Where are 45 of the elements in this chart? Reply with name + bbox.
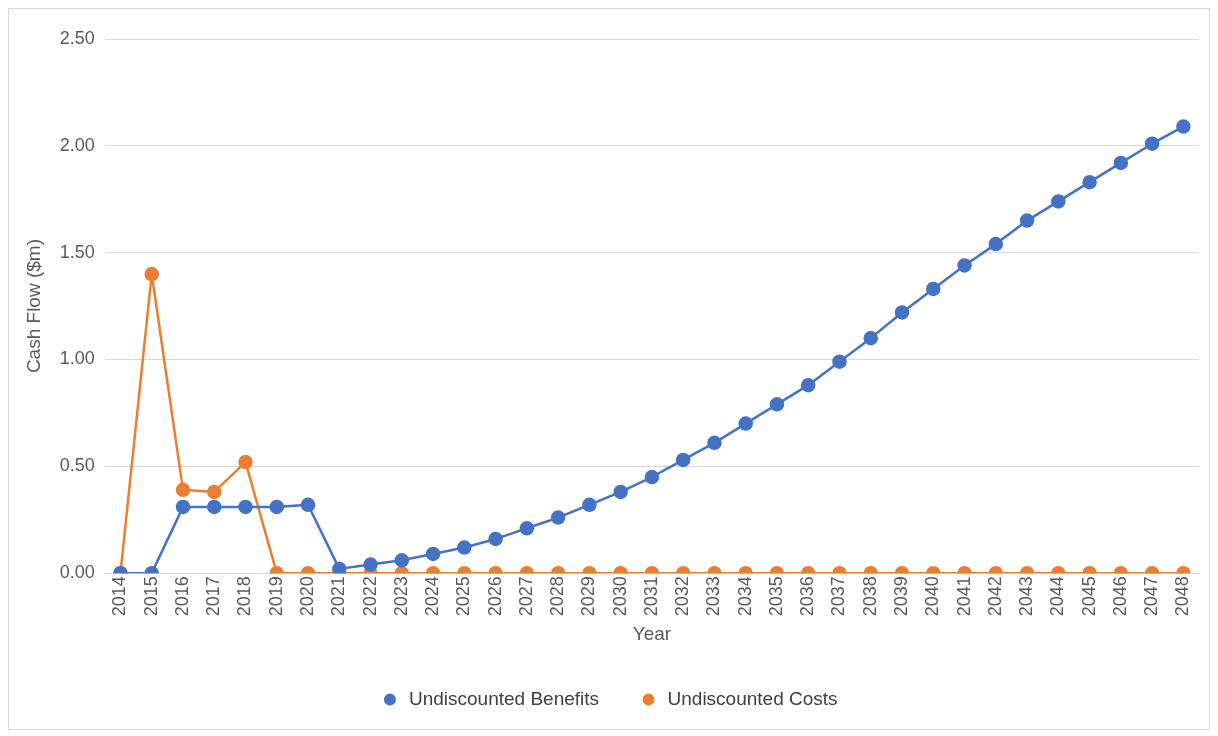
legend-label: Undiscounted Costs [667, 687, 838, 709]
x-tick-label: 2045 [1078, 576, 1099, 617]
x-tick-label: 2038 [859, 576, 880, 617]
x-tick-label: 2048 [1172, 576, 1193, 617]
x-tick-label: 2025 [453, 576, 474, 617]
x-tick-label: 2018 [234, 576, 255, 617]
x-tick-label: 2016 [171, 576, 192, 617]
x-tick-label: 2037 [828, 576, 849, 617]
y-tick-label: 2.00 [59, 134, 95, 155]
x-tick-label: 2034 [734, 576, 755, 617]
x-tick-label: 2033 [703, 576, 724, 617]
x-tick-label: 2019 [265, 576, 286, 617]
x-tick-label: 2035 [765, 576, 786, 617]
x-tick-label: 2024 [422, 576, 443, 617]
x-tick-label: 2022 [359, 576, 380, 617]
x-tick-label: 2027 [515, 576, 536, 617]
legend-label: Undiscounted Benefits [408, 687, 600, 709]
x-tick-label: 2028 [547, 576, 568, 617]
y-tick-label: 0.50 [59, 455, 95, 476]
y-tick-label: 1.00 [59, 348, 95, 369]
y-tick-label: 0.00 [59, 562, 95, 583]
x-tick-label: 2044 [1047, 576, 1068, 617]
x-tick-label: 2047 [1141, 576, 1162, 617]
x-tick-label: 2039 [890, 576, 911, 617]
y-axis-title: Cash Flow ($m) [22, 239, 44, 374]
x-tick-label: 2015 [140, 576, 161, 617]
x-tick-label: 2036 [797, 576, 818, 617]
x-tick-label: 2029 [578, 576, 599, 617]
x-tick-label: 2023 [390, 576, 411, 617]
x-tick-label: 2017 [203, 576, 224, 617]
x-tick-label: 2031 [640, 576, 661, 617]
x-tick-label: 2040 [922, 576, 943, 617]
x-tick-label: 2042 [984, 576, 1005, 617]
x-tick-label: 2021 [328, 576, 349, 617]
x-tick-label: 2020 [297, 576, 317, 617]
x-tick-label: 2026 [484, 576, 505, 617]
y-tick-label: 1.50 [59, 241, 95, 262]
x-tick-label: 2046 [1109, 576, 1130, 617]
x-tick-label: 2041 [953, 576, 974, 617]
x-tick-label: 2030 [609, 576, 630, 617]
x-tick-label: 2014 [109, 576, 130, 617]
x-tick-label: 2043 [1016, 576, 1037, 617]
x-tick-label: 2032 [672, 576, 693, 617]
y-tick-label: 2.50 [59, 27, 95, 48]
x-axis-title: Year [632, 622, 672, 644]
